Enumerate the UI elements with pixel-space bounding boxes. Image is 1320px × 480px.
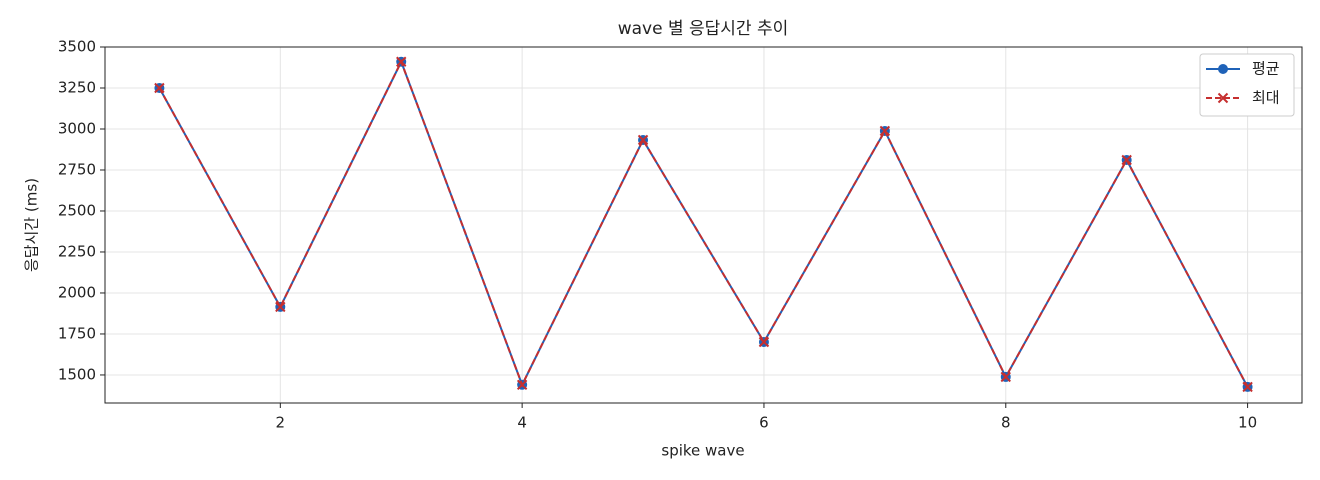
marker	[1121, 154, 1132, 166]
marker	[275, 301, 286, 313]
chart-title: wave 별 응답시간 추이	[618, 19, 789, 39]
marker	[758, 336, 770, 348]
marker	[396, 56, 407, 67]
plot-frame	[104, 46, 1303, 404]
y-tick-label: 3000	[58, 119, 96, 137]
legend-label: 평균	[1252, 60, 1280, 78]
y-tick-label: 2750	[58, 160, 96, 178]
legend-label: 최대	[1252, 89, 1280, 107]
series-line	[158, 59, 1249, 388]
series-line	[158, 59, 1249, 388]
marker	[1000, 371, 1011, 383]
marker	[516, 379, 528, 391]
y-tick-label: 2250	[58, 242, 96, 260]
x-tick-label: 4	[517, 414, 527, 432]
x-axis-label: spike wave	[661, 442, 744, 460]
x-tick-label: 2	[276, 414, 286, 432]
legend-marker	[1217, 92, 1229, 104]
legend-marker	[1218, 64, 1228, 74]
marker	[1242, 381, 1253, 393]
marker	[154, 82, 165, 94]
legend-box	[1199, 53, 1295, 117]
y-tick-label: 2500	[58, 201, 96, 219]
y-tick-label: 1500	[58, 365, 96, 383]
y-tick-label: 3500	[58, 38, 96, 56]
y-tick-label: 2000	[58, 283, 96, 301]
y-tick-label: 1750	[58, 324, 96, 342]
y-axis-label: 응답시간 (ms)	[23, 178, 41, 272]
marker	[879, 125, 891, 137]
marker	[637, 134, 649, 146]
x-tick-label: 6	[759, 414, 769, 432]
x-tick-label: 8	[1001, 414, 1011, 432]
x-tick-label: 10	[1238, 414, 1257, 432]
y-tick-label: 3250	[58, 78, 96, 96]
